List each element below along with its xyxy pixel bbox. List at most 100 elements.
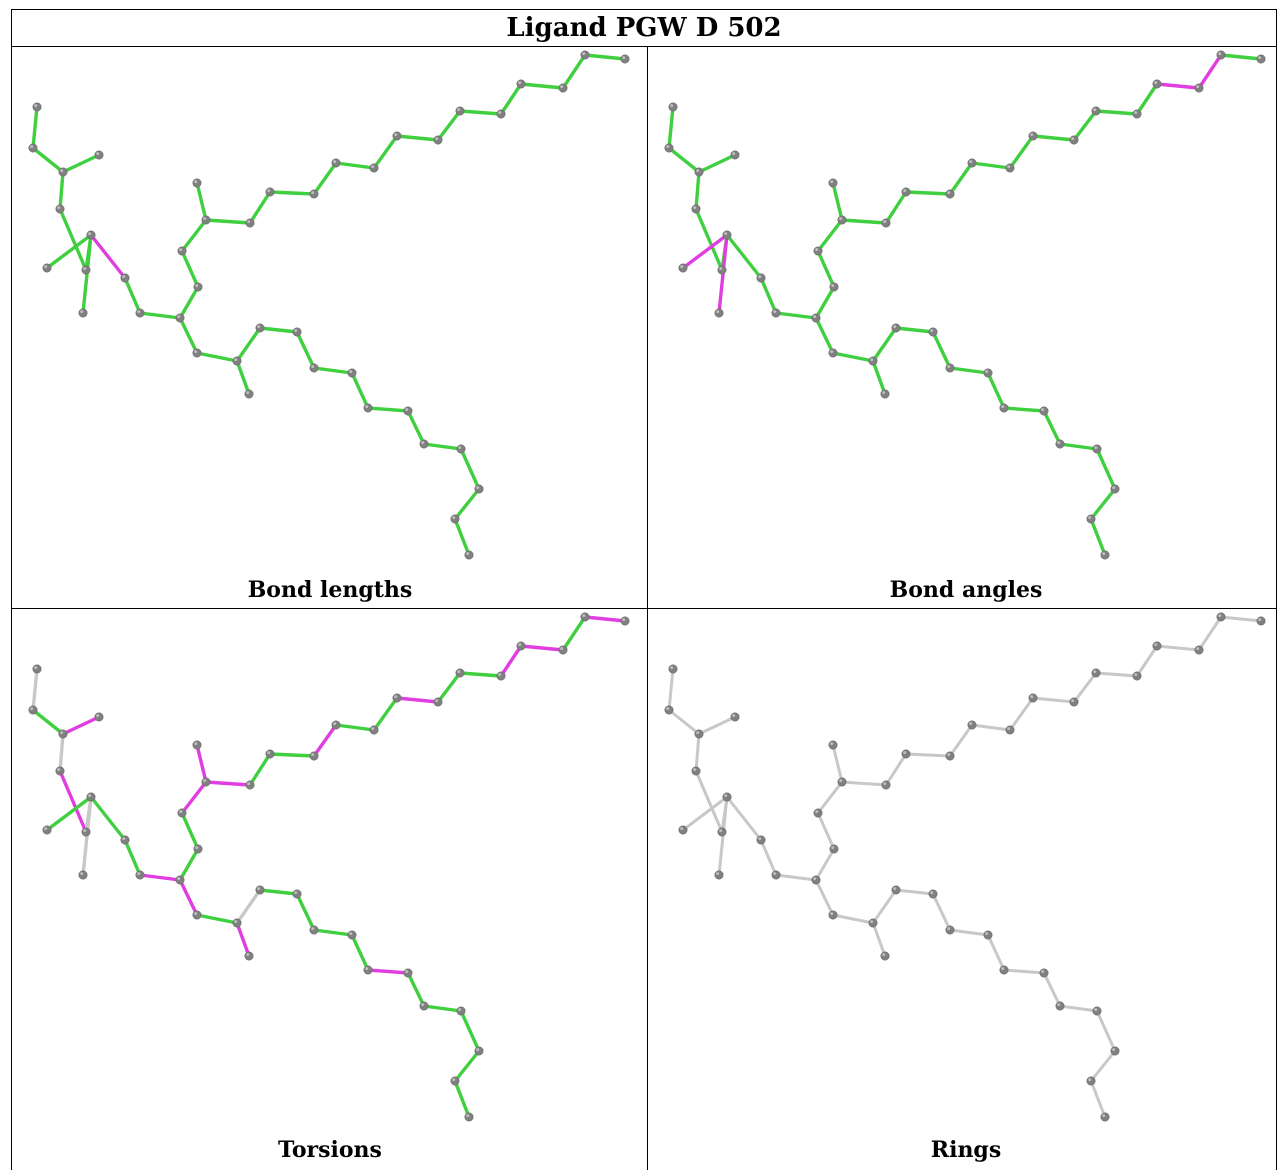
atom [1005, 163, 1015, 173]
atom [813, 246, 823, 256]
bond [58, 769, 88, 834]
bond [258, 888, 299, 896]
atom [1069, 135, 1079, 145]
bond [1031, 134, 1076, 142]
atom [433, 135, 443, 145]
atom [945, 751, 955, 761]
atom [1039, 406, 1049, 416]
bond [519, 82, 565, 90]
atom [756, 273, 766, 283]
bond [871, 359, 887, 396]
bond [1002, 406, 1046, 413]
bond [123, 276, 142, 315]
atom [369, 163, 379, 173]
bond [970, 723, 1012, 732]
bond [178, 285, 200, 320]
bond [89, 233, 127, 280]
bond [248, 190, 272, 225]
bond [831, 743, 844, 784]
atom [691, 766, 701, 776]
bond [694, 732, 701, 773]
atom [1152, 79, 1162, 89]
atom [392, 693, 402, 703]
bond [235, 359, 251, 396]
atom [983, 930, 993, 940]
atom [678, 825, 688, 835]
bond [459, 447, 481, 491]
bond [1197, 615, 1223, 652]
atom [1256, 616, 1266, 626]
bond [814, 316, 835, 355]
atom [403, 968, 413, 978]
atom [175, 313, 185, 323]
atom [891, 323, 901, 333]
atom [292, 889, 302, 899]
bond [1219, 615, 1263, 623]
molecule-diagram-bond-lengths [28, 50, 630, 560]
bond [904, 752, 952, 758]
bond [667, 146, 701, 174]
atom [945, 189, 955, 199]
atom [580, 50, 590, 60]
atom [456, 444, 466, 454]
bond [180, 249, 200, 289]
bond [235, 326, 262, 363]
bond [45, 795, 93, 832]
atom [558, 83, 568, 93]
atom [120, 835, 130, 845]
atom [1086, 1076, 1096, 1086]
atom [837, 215, 847, 225]
atom [120, 273, 130, 283]
atom [828, 910, 838, 920]
atom [1132, 671, 1142, 681]
bond [561, 53, 587, 90]
atom [516, 79, 526, 89]
atom [135, 308, 145, 318]
atom [403, 406, 413, 416]
bond [372, 696, 399, 732]
bond [816, 811, 836, 851]
bond [1008, 134, 1035, 170]
bond [406, 971, 426, 1008]
bond [774, 873, 818, 882]
molecule-diagram-rings [664, 612, 1266, 1122]
bond [694, 207, 724, 272]
bond [453, 1079, 471, 1119]
atom [309, 751, 319, 761]
bond [436, 109, 462, 142]
atom [474, 1046, 484, 1056]
atom [868, 356, 878, 366]
atom [1091, 106, 1101, 116]
atom [717, 827, 727, 837]
bond [831, 181, 844, 222]
bond [667, 708, 701, 736]
bond [519, 644, 565, 652]
bond [894, 888, 935, 896]
bond [884, 190, 908, 225]
bond [816, 780, 844, 815]
atom [1055, 439, 1065, 449]
atom [94, 712, 104, 722]
bond [871, 888, 898, 925]
atom [813, 808, 823, 818]
atom [945, 925, 955, 935]
bond [395, 134, 440, 142]
atom [450, 514, 460, 524]
bond [195, 913, 239, 925]
atom [193, 844, 203, 854]
bond [195, 351, 239, 363]
bond [1155, 644, 1201, 652]
bond [436, 671, 462, 704]
bond [31, 105, 39, 150]
bond [422, 1004, 463, 1013]
atom [668, 102, 678, 112]
bond [1219, 53, 1263, 61]
atom [580, 612, 590, 622]
atom [81, 265, 91, 275]
bond [45, 233, 93, 270]
bond [970, 161, 1012, 170]
atom [668, 664, 678, 674]
bond [948, 366, 990, 375]
bond [31, 708, 65, 736]
